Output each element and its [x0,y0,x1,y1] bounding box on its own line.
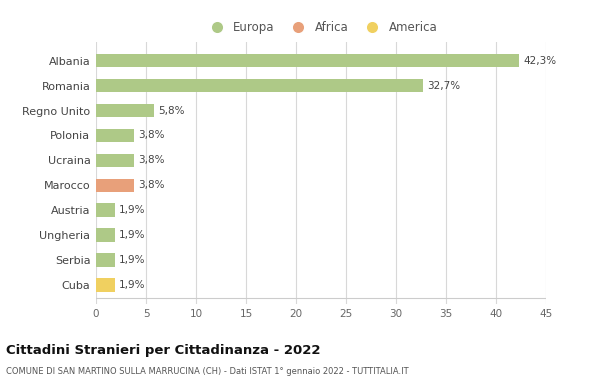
Bar [96,279,115,292]
Text: 1,9%: 1,9% [119,255,146,265]
Text: 3,8%: 3,8% [138,180,164,190]
Text: 3,8%: 3,8% [138,155,164,165]
Text: 1,9%: 1,9% [119,205,146,215]
Bar [96,228,115,242]
Bar [96,54,519,67]
Text: 32,7%: 32,7% [427,81,460,90]
Text: 1,9%: 1,9% [119,230,146,240]
Text: 5,8%: 5,8% [158,106,185,116]
Bar [96,203,115,217]
Bar [96,128,134,142]
Text: Cittadini Stranieri per Cittadinanza - 2022: Cittadini Stranieri per Cittadinanza - 2… [6,344,320,357]
Text: 42,3%: 42,3% [523,55,556,66]
Bar [96,79,423,92]
Bar [96,154,134,167]
Legend: Europa, Africa, America: Europa, Africa, America [200,16,442,39]
Text: COMUNE DI SAN MARTINO SULLA MARRUCINA (CH) - Dati ISTAT 1° gennaio 2022 - TUTTIT: COMUNE DI SAN MARTINO SULLA MARRUCINA (C… [6,367,409,376]
Text: 1,9%: 1,9% [119,280,146,290]
Bar [96,104,154,117]
Text: 3,8%: 3,8% [138,130,164,141]
Bar [96,253,115,267]
Bar [96,179,134,192]
